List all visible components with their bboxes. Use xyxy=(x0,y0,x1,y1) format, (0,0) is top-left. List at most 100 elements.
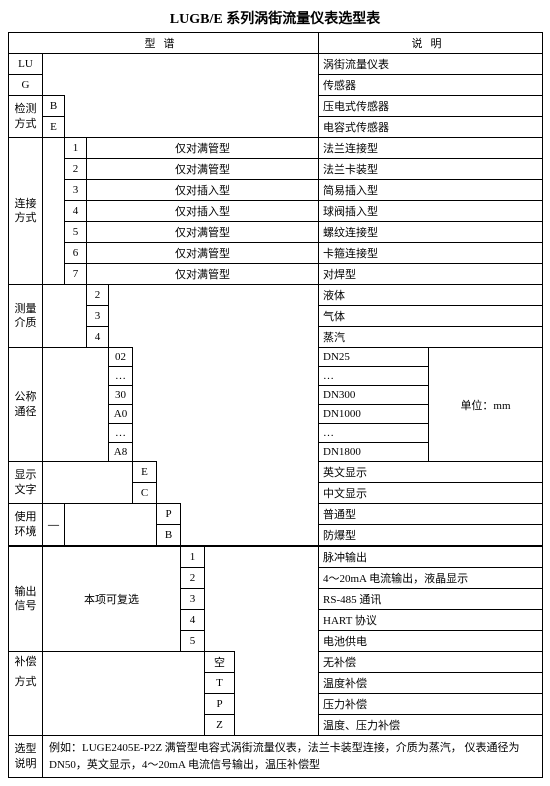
desc-disp-e: 英文显示 xyxy=(319,462,543,483)
row-output-1: 输出信号 本项可复选 1 脉冲输出 xyxy=(9,546,543,568)
desc-conn-7: 对焊型 xyxy=(319,264,543,285)
desc-conn-6: 卡箍连接型 xyxy=(319,243,543,264)
desc-dn-02: DN25 xyxy=(319,348,429,367)
code-conn-1: 1 xyxy=(65,138,87,159)
code-comp-k: 空 xyxy=(205,652,235,673)
label-comp2: 方式 xyxy=(9,673,43,736)
code-conn-6: 6 xyxy=(65,243,87,264)
desc-dn-a0: DN1000 xyxy=(319,405,429,424)
header-desc: 说明 xyxy=(319,33,543,54)
desc-detect-e: 电容式传感器 xyxy=(319,117,543,138)
code-dn-a8: A8 xyxy=(109,443,133,462)
env-dash: — xyxy=(43,504,65,547)
header-row: 型谱 说明 xyxy=(9,33,543,54)
header-spec: 型谱 xyxy=(9,33,319,54)
code-dn-02: 02 xyxy=(109,348,133,367)
desc-env-p: 普通型 xyxy=(319,504,543,525)
code-out-5: 5 xyxy=(181,631,205,652)
mid-conn-3: 仅对插入型 xyxy=(87,180,319,201)
desc-med-4: 蒸汽 xyxy=(319,327,543,348)
code-med-4: 4 xyxy=(87,327,109,348)
code-conn-2: 2 xyxy=(65,159,87,180)
code-detect-e: E xyxy=(43,117,65,138)
selection-table: 型谱 说明 LU 涡街流量仪表 G 传感器 检测方式 B 压电式传感器 E 电容… xyxy=(8,32,543,778)
desc-out-5: 电池供电 xyxy=(319,631,543,652)
label-display: 显示文字 xyxy=(9,462,43,504)
mid-conn-6: 仅对满管型 xyxy=(87,243,319,264)
desc-med-2: 液体 xyxy=(319,285,543,306)
code-detect-b: B xyxy=(43,96,65,117)
dn-unit: 单位：mm xyxy=(429,348,543,462)
row-display-e: 显示文字 E 英文显示 xyxy=(9,462,543,483)
desc-detect-b: 压电式传感器 xyxy=(319,96,543,117)
row-detect-b: 检测方式 B 压电式传感器 xyxy=(9,96,543,117)
mid-conn-1: 仅对满管型 xyxy=(87,138,319,159)
code-out-2: 2 xyxy=(181,568,205,589)
label-detect: 检测方式 xyxy=(9,96,43,138)
desc-comp-t: 温度补偿 xyxy=(319,673,543,694)
code-out-1: 1 xyxy=(181,546,205,568)
code-env-b: B xyxy=(157,525,181,547)
desc-dn-d1: … xyxy=(319,367,429,386)
row-comp-1: 补偿 空 无补偿 xyxy=(9,652,543,673)
row-env-p: 使用环境 — P 普通型 xyxy=(9,504,543,525)
code-dn-30: 30 xyxy=(109,386,133,405)
desc-out-3: RS-485 通讯 xyxy=(319,589,543,610)
code-env-p: P xyxy=(157,504,181,525)
code-conn-7: 7 xyxy=(65,264,87,285)
mid-conn-2: 仅对满管型 xyxy=(87,159,319,180)
mid-conn-4: 仅对插入型 xyxy=(87,201,319,222)
code-dn-d1: … xyxy=(109,367,133,386)
label-dn: 公称通径 xyxy=(9,348,43,462)
code-dn-a0: A0 xyxy=(109,405,133,424)
output-note: 本项可复选 xyxy=(43,546,181,652)
example-text: 例如：LUGE2405E-P2Z 满管型电容式涡街流量仪表，法兰卡装型连接，介质… xyxy=(43,736,543,778)
mid-conn-5: 仅对满管型 xyxy=(87,222,319,243)
desc-conn-4: 球阀插入型 xyxy=(319,201,543,222)
code-med-2: 2 xyxy=(87,285,109,306)
code-comp-p: P xyxy=(205,694,235,715)
code-out-4: 4 xyxy=(181,610,205,631)
label-comp1: 补偿 xyxy=(9,652,43,673)
code-dn-d2: … xyxy=(109,424,133,443)
code-disp-c: C xyxy=(133,483,157,504)
desc-comp-p: 压力补偿 xyxy=(319,694,543,715)
code-conn-4: 4 xyxy=(65,201,87,222)
desc-dn-a8: DN1800 xyxy=(319,443,429,462)
desc-out-1: 脉冲输出 xyxy=(319,546,543,568)
desc-lu: 涡街流量仪表 xyxy=(319,54,543,75)
code-disp-e: E xyxy=(133,462,157,483)
label-connect: 连接方式 xyxy=(9,138,43,285)
label-output: 输出信号 xyxy=(9,546,43,652)
code-out-3: 3 xyxy=(181,589,205,610)
code-comp-t: T xyxy=(205,673,235,694)
desc-conn-2: 法兰卡装型 xyxy=(319,159,543,180)
desc-comp-k: 无补偿 xyxy=(319,652,543,673)
desc-disp-c: 中文显示 xyxy=(319,483,543,504)
desc-env-b: 防爆型 xyxy=(319,525,543,547)
row-g: G 传感器 xyxy=(9,75,543,96)
desc-comp-z: 温度、压力补偿 xyxy=(319,715,543,736)
label-env: 使用环境 xyxy=(9,504,43,547)
label-medium: 测量介质 xyxy=(9,285,43,348)
desc-dn-d2: … xyxy=(319,424,429,443)
row-medium-1: 测量介质 2 液体 xyxy=(9,285,543,306)
label-example: 选型说明 xyxy=(9,736,43,778)
mid-conn-7: 仅对满管型 xyxy=(87,264,319,285)
desc-g: 传感器 xyxy=(319,75,543,96)
desc-dn-30: DN300 xyxy=(319,386,429,405)
code-lu: LU xyxy=(9,54,43,75)
desc-med-3: 气体 xyxy=(319,306,543,327)
row-connect-1: 连接方式 1 仅对满管型 法兰连接型 xyxy=(9,138,543,159)
row-dn-1: 公称通径 02 DN25 单位：mm xyxy=(9,348,543,367)
table-title: LUGB/E 系列涡街流量仪表选型表 xyxy=(8,8,542,28)
code-comp-z: Z xyxy=(205,715,235,736)
row-example: 选型说明 例如：LUGE2405E-P2Z 满管型电容式涡街流量仪表，法兰卡装型… xyxy=(9,736,543,778)
code-g: G xyxy=(9,75,43,96)
code-med-3: 3 xyxy=(87,306,109,327)
desc-out-2: 4～20mA 电流输出，液晶显示 xyxy=(319,568,543,589)
desc-conn-3: 简易插入型 xyxy=(319,180,543,201)
row-lu: LU 涡街流量仪表 xyxy=(9,54,543,75)
desc-conn-1: 法兰连接型 xyxy=(319,138,543,159)
code-conn-5: 5 xyxy=(65,222,87,243)
